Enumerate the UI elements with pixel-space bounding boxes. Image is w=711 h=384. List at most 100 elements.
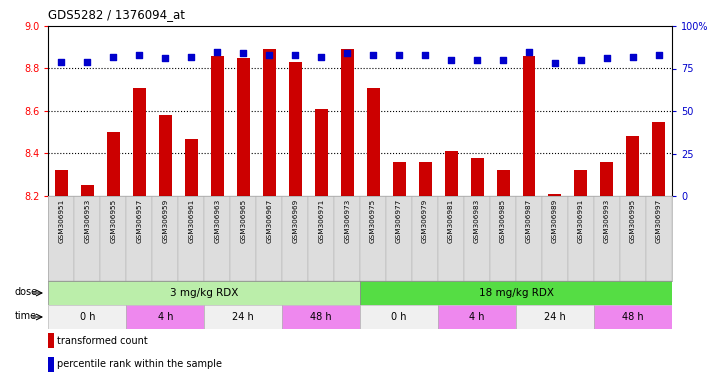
Text: GSM306993: GSM306993 — [604, 199, 610, 243]
Text: 48 h: 48 h — [622, 312, 643, 322]
Bar — [237, 58, 250, 196]
Text: GSM306979: GSM306979 — [422, 199, 428, 243]
Text: 4 h: 4 h — [158, 312, 173, 322]
FancyBboxPatch shape — [48, 196, 75, 281]
Text: GSM306995: GSM306995 — [630, 199, 636, 243]
FancyBboxPatch shape — [230, 196, 256, 281]
FancyBboxPatch shape — [490, 196, 516, 281]
Bar — [48, 356, 54, 371]
Text: GSM306957: GSM306957 — [137, 199, 142, 243]
Point — [602, 55, 613, 61]
FancyBboxPatch shape — [127, 306, 204, 329]
Bar — [55, 170, 68, 196]
Text: 3 mg/kg RDX: 3 mg/kg RDX — [170, 288, 238, 298]
Text: 0 h: 0 h — [80, 312, 95, 322]
Text: GDS5282 / 1376094_at: GDS5282 / 1376094_at — [48, 8, 186, 21]
Point — [471, 57, 483, 63]
Bar — [48, 333, 54, 348]
Text: GSM306991: GSM306991 — [578, 199, 584, 243]
Text: GSM306987: GSM306987 — [526, 199, 532, 243]
Text: GSM306973: GSM306973 — [344, 199, 350, 243]
Text: GSM306971: GSM306971 — [318, 199, 324, 243]
Bar — [653, 122, 665, 196]
Bar — [419, 162, 432, 196]
Bar — [289, 62, 301, 196]
Bar — [444, 151, 458, 196]
FancyBboxPatch shape — [282, 306, 360, 329]
FancyBboxPatch shape — [386, 196, 412, 281]
Point — [186, 53, 197, 60]
Bar — [81, 185, 94, 196]
FancyBboxPatch shape — [412, 196, 438, 281]
FancyBboxPatch shape — [308, 196, 334, 281]
FancyBboxPatch shape — [360, 306, 438, 329]
FancyBboxPatch shape — [75, 196, 100, 281]
Text: 4 h: 4 h — [469, 312, 485, 322]
Point — [523, 48, 535, 55]
Point — [419, 52, 431, 58]
FancyBboxPatch shape — [334, 196, 360, 281]
Text: dose: dose — [14, 287, 38, 297]
FancyBboxPatch shape — [594, 196, 620, 281]
FancyBboxPatch shape — [48, 306, 127, 329]
Text: GSM306955: GSM306955 — [110, 199, 117, 243]
Text: GSM306963: GSM306963 — [214, 199, 220, 243]
FancyBboxPatch shape — [594, 306, 672, 329]
FancyBboxPatch shape — [152, 196, 178, 281]
Point — [653, 52, 665, 58]
FancyBboxPatch shape — [542, 196, 568, 281]
Bar — [159, 115, 172, 196]
Text: GSM306989: GSM306989 — [552, 199, 558, 243]
Bar — [471, 158, 483, 196]
Point — [134, 52, 145, 58]
Point — [550, 60, 561, 66]
Text: GSM306983: GSM306983 — [474, 199, 480, 243]
FancyBboxPatch shape — [464, 196, 490, 281]
FancyBboxPatch shape — [127, 196, 152, 281]
Bar — [392, 162, 405, 196]
FancyBboxPatch shape — [204, 196, 230, 281]
FancyBboxPatch shape — [568, 196, 594, 281]
Text: 48 h: 48 h — [310, 312, 332, 322]
FancyBboxPatch shape — [516, 306, 594, 329]
Bar — [574, 170, 587, 196]
Point — [627, 53, 638, 60]
Point — [264, 52, 275, 58]
Text: GSM306997: GSM306997 — [656, 199, 662, 243]
Text: GSM306967: GSM306967 — [266, 199, 272, 243]
Text: GSM306985: GSM306985 — [500, 199, 506, 243]
Point — [212, 48, 223, 55]
Point — [159, 55, 171, 61]
FancyBboxPatch shape — [438, 196, 464, 281]
Bar — [496, 170, 510, 196]
Bar — [626, 136, 639, 196]
Point — [316, 53, 327, 60]
Text: GSM306969: GSM306969 — [292, 199, 298, 243]
Bar — [548, 194, 562, 196]
Point — [341, 50, 353, 56]
Point — [237, 50, 249, 56]
Bar — [315, 109, 328, 196]
FancyBboxPatch shape — [360, 196, 386, 281]
Bar — [107, 132, 119, 196]
Point — [82, 59, 93, 65]
Bar — [262, 50, 276, 196]
FancyBboxPatch shape — [100, 196, 127, 281]
Point — [445, 57, 456, 63]
Text: GSM306981: GSM306981 — [448, 199, 454, 243]
Bar — [341, 50, 353, 196]
FancyBboxPatch shape — [438, 306, 516, 329]
Text: GSM306953: GSM306953 — [85, 199, 90, 243]
Text: GSM306975: GSM306975 — [370, 199, 376, 243]
Point — [575, 57, 587, 63]
Bar — [523, 56, 535, 196]
FancyBboxPatch shape — [620, 196, 646, 281]
Text: percentile rank within the sample: percentile rank within the sample — [57, 359, 222, 369]
Text: 24 h: 24 h — [544, 312, 566, 322]
Bar — [185, 139, 198, 196]
FancyBboxPatch shape — [178, 196, 204, 281]
Text: 18 mg/kg RDX: 18 mg/kg RDX — [479, 288, 553, 298]
Point — [497, 57, 508, 63]
Point — [289, 52, 301, 58]
Text: GSM306961: GSM306961 — [188, 199, 194, 243]
